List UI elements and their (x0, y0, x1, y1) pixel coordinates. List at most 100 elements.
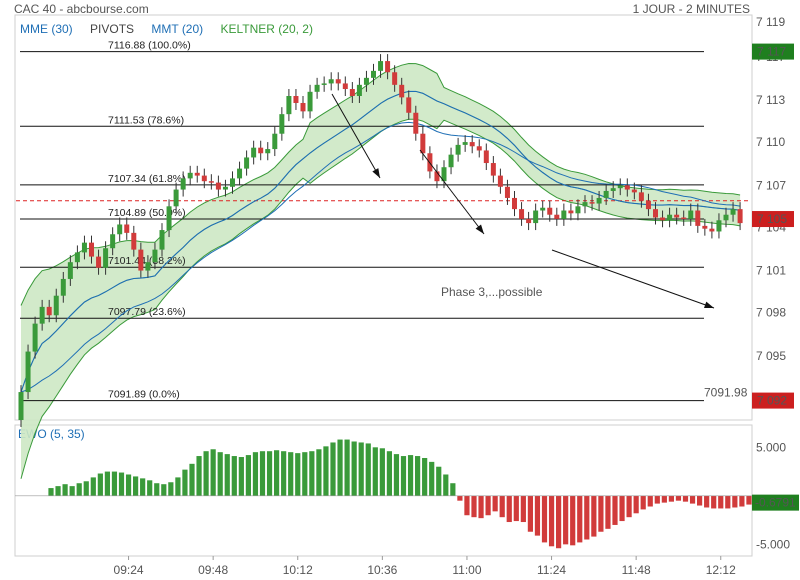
candle (53, 295, 59, 316)
ewo-badge-label: -0.6791 (755, 496, 796, 510)
ewo-bar (619, 495, 625, 522)
ewo-bar (499, 495, 505, 518)
ewo-y-tick-label: -5.000 (756, 537, 790, 551)
candle (117, 224, 123, 235)
ewo-bar (48, 488, 54, 496)
candle (462, 142, 468, 145)
candle (737, 209, 743, 224)
ewo-bar (125, 474, 132, 496)
ewo-bar (379, 448, 385, 496)
fib-label-4: 7101.44 (38.2%) (108, 255, 186, 267)
ewo-bar (718, 495, 724, 509)
ewo-bar (668, 495, 674, 502)
candle (589, 202, 595, 204)
ewo-bar (97, 473, 103, 496)
candle (96, 256, 102, 268)
ewo-bar (252, 452, 259, 496)
ewo-bar (563, 495, 569, 545)
x-tick-label: 09:48 (198, 563, 228, 577)
candle (173, 189, 179, 207)
candle (645, 200, 651, 210)
candle (32, 323, 38, 352)
ewo-bar (682, 495, 689, 502)
price-badge (752, 392, 794, 409)
ewo-bar (527, 495, 533, 532)
fib-label-0: 7116.88 (100.0%) (108, 40, 191, 52)
ewo-bar (182, 469, 188, 496)
price-badge (752, 211, 794, 228)
candle (321, 83, 327, 85)
candle (222, 186, 228, 190)
ewo-bar (351, 441, 357, 496)
candle (497, 175, 503, 187)
candle (194, 172, 200, 176)
candle (166, 206, 172, 231)
candle (610, 188, 616, 191)
legend-mmt[interactable]: MMT (20) (151, 22, 204, 36)
ewo-bar (725, 495, 731, 509)
candle (152, 249, 158, 263)
ewo-bar (154, 483, 160, 496)
candle (307, 91, 313, 112)
candle (681, 217, 687, 219)
candle (378, 61, 384, 71)
ewo-bar (231, 456, 237, 496)
ewo-bar (436, 466, 442, 496)
candle (279, 114, 285, 134)
legend-keltner[interactable]: KELTNER (20, 2) (220, 22, 313, 36)
ewo-bar (238, 457, 244, 496)
ewo-bar (111, 471, 118, 496)
ewo-bar (337, 439, 343, 496)
candle (335, 79, 341, 84)
ewo-bar (140, 478, 146, 496)
ewo-bar (266, 451, 273, 496)
ewo-bar (210, 449, 216, 496)
y-tick-label: 7 119 (756, 15, 785, 29)
candle (483, 150, 489, 164)
candle (131, 232, 137, 250)
candle (603, 190, 609, 198)
ewo-bar (513, 495, 519, 522)
candle (455, 144, 461, 155)
ewo-bar (104, 471, 110, 496)
candle (660, 217, 666, 221)
candle (653, 209, 658, 218)
ewo-bar (90, 477, 96, 496)
ewo-bar (344, 439, 350, 496)
x-tick-label: 09:24 (114, 563, 144, 577)
candle (540, 207, 546, 211)
y-tick-label: 7 113 (756, 93, 785, 107)
ewo-bar (429, 461, 435, 496)
candle (702, 225, 708, 229)
candle (124, 224, 130, 233)
y-tick-label: 7 101 (756, 264, 786, 278)
candle (420, 133, 426, 154)
candle (371, 70, 376, 78)
ewo-bar (76, 483, 82, 496)
ewo-bar (189, 463, 195, 496)
ewo-bar (386, 451, 392, 496)
candle (265, 149, 271, 154)
candle (180, 178, 186, 190)
ewo-bar (372, 447, 378, 496)
ewo-bar (654, 495, 660, 504)
annotation-arrows: Phase 3,...possible (331, 93, 715, 309)
candle (575, 206, 581, 214)
ewo-bar (245, 455, 251, 496)
ewo-bar (217, 452, 223, 496)
ewo-bar (605, 495, 611, 529)
ewo-bar (302, 452, 308, 496)
candle (624, 185, 630, 190)
ewo-bar (633, 495, 639, 514)
legend-mme[interactable]: MME (30) (20, 22, 73, 36)
candle (25, 351, 31, 393)
candle (596, 197, 602, 204)
fib-label-3: 7104.89 (50.0%) (108, 207, 186, 219)
candle (74, 252, 80, 263)
x-tick-label: 11:24 (537, 563, 566, 577)
arrow-phase-1-head (372, 168, 380, 178)
arrow-phase-3-head (704, 301, 714, 309)
legend-pivots[interactable]: PIVOTS (90, 22, 135, 36)
candle (504, 186, 510, 198)
